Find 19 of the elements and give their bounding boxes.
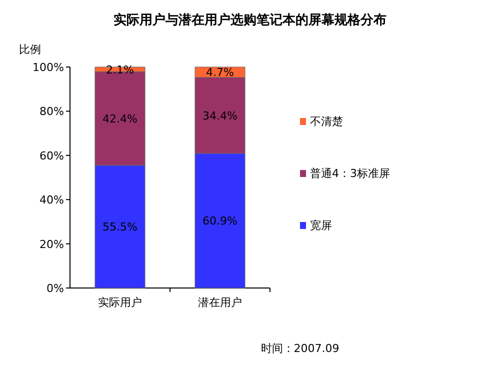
data-label: 4.7% <box>206 66 234 80</box>
legend-label: 不清楚 <box>310 115 343 128</box>
y-tick-label: 20% <box>40 238 64 251</box>
x-tick-label: 潜在用户 <box>198 296 242 309</box>
legend-label: 普通4：3标准屏 <box>310 167 390 180</box>
data-label: 55.5% <box>102 220 138 234</box>
y-tick-label: 40% <box>40 194 64 207</box>
y-tick-label: 60% <box>40 149 64 162</box>
chart-title: 实际用户与潜在用户选购笔记本的屏幕规格分布 <box>114 12 386 28</box>
y-axis-title: 比例 <box>19 43 41 56</box>
data-label: 60.9% <box>202 214 238 228</box>
data-label: 42.4% <box>102 112 138 126</box>
x-tick-label: 实际用户 <box>98 296 142 309</box>
y-tick-label: 0% <box>46 282 64 295</box>
text: 时间：2007.09 <box>260 342 340 355</box>
legend-label: 宽屏 <box>310 219 332 232</box>
y-tick-label: 100% <box>32 61 64 74</box>
y-tick-label: 80% <box>40 105 64 118</box>
data-label: 34.4% <box>202 109 238 122</box>
